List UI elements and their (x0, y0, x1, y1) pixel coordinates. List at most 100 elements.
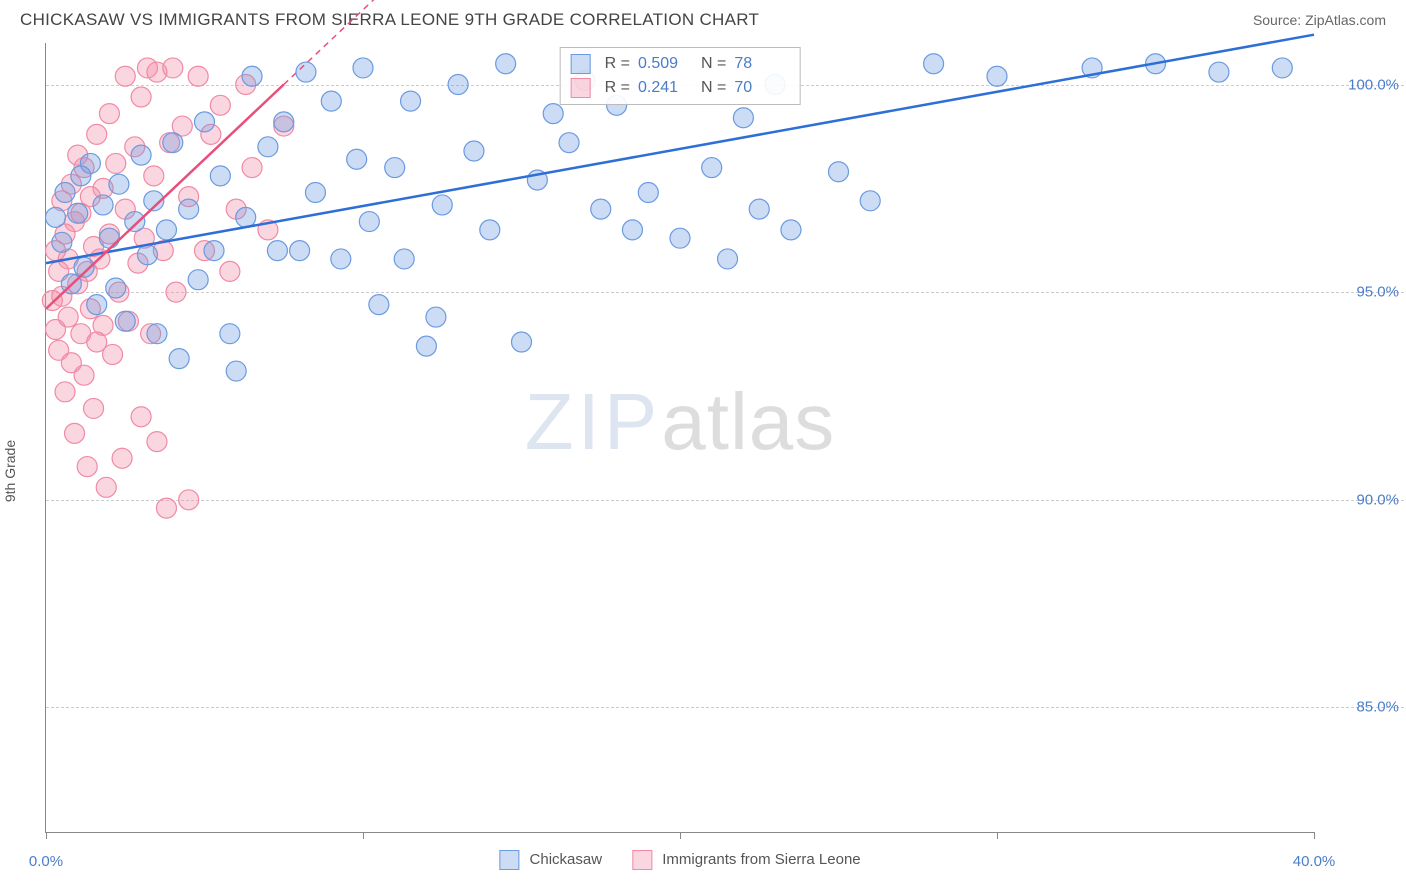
scatter-point (220, 261, 240, 281)
scatter-point (331, 249, 351, 269)
scatter-point (125, 212, 145, 232)
scatter-point (416, 336, 436, 356)
scatter-point (258, 137, 278, 157)
stats-row-2: R = 0.241 N = 70 (571, 76, 790, 100)
scatter-point (46, 207, 66, 227)
scatter-point (188, 270, 208, 290)
scatter-point (512, 332, 532, 352)
scatter-point (131, 145, 151, 165)
scatter-point (210, 166, 230, 186)
source-label: Source: ZipAtlas.com (1253, 12, 1386, 28)
scatter-point (210, 95, 230, 115)
plot-svg (46, 43, 1314, 832)
stats-r-label-1: R = (605, 55, 630, 73)
scatter-point (543, 104, 563, 124)
scatter-point (58, 307, 78, 327)
scatter-point (749, 199, 769, 219)
x-tick (997, 832, 998, 839)
stats-n-label-2: N = (701, 79, 726, 97)
scatter-point (68, 203, 88, 223)
scatter-point (179, 490, 199, 510)
scatter-point (163, 58, 183, 78)
scatter-point (860, 191, 880, 211)
scatter-point (65, 423, 85, 443)
scatter-point (987, 66, 1007, 86)
scatter-point (52, 232, 72, 252)
scatter-point (156, 498, 176, 518)
scatter-point (1272, 58, 1292, 78)
scatter-point (781, 220, 801, 240)
stats-r-value-1: 0.509 (638, 55, 693, 73)
scatter-point (1209, 62, 1229, 82)
legend-item-1: Chickasaw (499, 850, 602, 870)
scatter-point (103, 344, 123, 364)
scatter-point (99, 228, 119, 248)
scatter-point (144, 166, 164, 186)
scatter-point (369, 295, 389, 315)
scatter-point (267, 241, 287, 261)
scatter-point (401, 91, 421, 111)
legend-swatch-1 (499, 850, 519, 870)
scatter-point (347, 149, 367, 169)
stats-swatch-2 (571, 78, 591, 98)
bottom-legend: Chickasaw Immigrants from Sierra Leone (499, 850, 860, 870)
y-axis-label: 9th Grade (2, 440, 18, 502)
stats-box: R = 0.509 N = 78 R = 0.241 N = 70 (560, 47, 801, 105)
x-tick (363, 832, 364, 839)
legend-item-2: Immigrants from Sierra Leone (632, 850, 861, 870)
stats-n-value-1: 78 (734, 55, 789, 73)
scatter-point (559, 133, 579, 153)
header: CHICKASAW VS IMMIGRANTS FROM SIERRA LEON… (0, 0, 1406, 38)
stats-r-value-2: 0.241 (638, 79, 693, 97)
scatter-point (296, 62, 316, 82)
scatter-point (77, 457, 97, 477)
x-tick (46, 832, 47, 839)
legend-label-1: Chickasaw (530, 851, 603, 868)
scatter-point (236, 207, 256, 227)
scatter-point (242, 66, 262, 86)
scatter-point (99, 104, 119, 124)
scatter-point (426, 307, 446, 327)
legend-label-2: Immigrants from Sierra Leone (662, 851, 860, 868)
scatter-point (591, 199, 611, 219)
scatter-point (147, 432, 167, 452)
scatter-point (195, 112, 215, 132)
scatter-point (290, 241, 310, 261)
y-tick-label: 85.0% (1356, 699, 1399, 716)
scatter-point (204, 241, 224, 261)
stats-n-value-2: 70 (734, 79, 789, 97)
scatter-point (106, 278, 126, 298)
scatter-point (131, 407, 151, 427)
scatter-point (109, 174, 129, 194)
scatter-point (448, 75, 468, 95)
scatter-point (188, 66, 208, 86)
scatter-point (718, 249, 738, 269)
scatter-point (106, 153, 126, 173)
scatter-point (80, 153, 100, 173)
legend-swatch-2 (632, 850, 652, 870)
scatter-point (924, 54, 944, 74)
y-tick-label: 100.0% (1348, 76, 1399, 93)
scatter-point (87, 124, 107, 144)
scatter-point (226, 361, 246, 381)
scatter-point (385, 158, 405, 178)
scatter-point (733, 108, 753, 128)
scatter-point (353, 58, 373, 78)
scatter-point (156, 220, 176, 240)
scatter-point (93, 195, 113, 215)
scatter-point (115, 311, 135, 331)
scatter-point (274, 112, 294, 132)
scatter-point (359, 212, 379, 232)
x-tick (680, 832, 681, 839)
scatter-point (55, 182, 75, 202)
scatter-point (702, 158, 722, 178)
scatter-point (166, 282, 186, 302)
x-tick-label: 40.0% (1293, 853, 1336, 870)
scatter-point (670, 228, 690, 248)
stats-r-label-2: R = (605, 79, 630, 97)
scatter-point (394, 249, 414, 269)
scatter-point (115, 66, 135, 86)
scatter-point (638, 182, 658, 202)
scatter-point (432, 195, 452, 215)
scatter-point (220, 324, 240, 344)
